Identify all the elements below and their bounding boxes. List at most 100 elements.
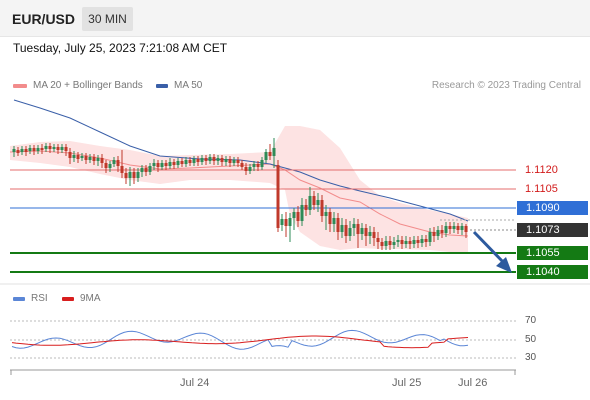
- x-tick-jul25: Jul 25: [392, 377, 422, 389]
- candle-body: [164, 163, 168, 166]
- candle-body: [204, 158, 208, 161]
- candle-body: [224, 159, 228, 162]
- candle-body: [188, 160, 192, 163]
- research-credit: Research © 2023 Trading Central: [431, 80, 581, 91]
- symbol-title: EUR/USD: [12, 11, 76, 27]
- candle-body: [104, 163, 108, 168]
- candle-body: [340, 225, 344, 232]
- candle-body: [368, 232, 372, 236]
- candle-body: [276, 165, 280, 228]
- candle-body: [56, 147, 60, 150]
- candle-body: [172, 162, 176, 165]
- candle-body: [112, 160, 116, 164]
- candle-body: [292, 212, 296, 218]
- candle-body: [144, 168, 148, 172]
- legend-ma50-label: MA 50: [174, 80, 203, 91]
- candle-body: [128, 172, 132, 178]
- candle-body: [424, 239, 428, 242]
- candle-body: [252, 164, 256, 167]
- candle-body: [308, 196, 312, 210]
- candle-body: [92, 157, 96, 161]
- rsi-ma-line: [11, 335, 469, 349]
- candle-body: [288, 218, 292, 226]
- candle-body: [440, 230, 444, 233]
- candle-body: [312, 196, 316, 205]
- candle-body: [392, 242, 396, 245]
- candle-body: [380, 242, 384, 246]
- forecast-arrow: [472, 230, 507, 266]
- ma50-swatch: [156, 83, 168, 88]
- candle-body: [100, 158, 104, 163]
- candle-body: [200, 158, 204, 162]
- candle-body: [152, 163, 156, 166]
- x-tick-jul24: Jul 24: [180, 377, 210, 389]
- candle-body: [364, 228, 368, 236]
- candle-body: [360, 228, 364, 234]
- rsi-axis-50: 50: [525, 334, 537, 345]
- candlestick-series: [12, 138, 468, 250]
- candle-body: [40, 148, 44, 150]
- candle-body: [108, 164, 112, 168]
- candle-body: [68, 152, 72, 158]
- rsi-axis-70: 70: [525, 315, 537, 326]
- candle-body: [160, 163, 164, 167]
- candle-body: [196, 159, 200, 162]
- candle-body: [432, 232, 436, 236]
- candle-body: [116, 160, 120, 166]
- candle-body: [28, 148, 32, 151]
- support-tag-2: 1.1040: [517, 265, 588, 279]
- candle-body: [264, 152, 268, 160]
- candle-body: [120, 166, 124, 173]
- chart-header: EUR/USD 30 MIN: [0, 0, 590, 37]
- legend-ma20: MA 20 + Bollinger Bands: [13, 80, 143, 91]
- candle-body: [256, 164, 260, 167]
- candle-body: [300, 205, 304, 221]
- candle-body: [420, 239, 424, 243]
- candle-body: [48, 146, 52, 149]
- candle-body: [336, 218, 340, 232]
- legend-rsi-ma-label: 9MA: [80, 293, 101, 304]
- candle-body: [408, 241, 412, 244]
- candle-body: [456, 226, 460, 230]
- candle-body: [452, 226, 456, 229]
- rsi-line: [11, 329, 469, 350]
- candle-body: [176, 161, 180, 165]
- candle-body: [352, 224, 356, 228]
- candle-body: [332, 218, 336, 224]
- candle-body: [244, 167, 248, 171]
- candle-body: [168, 162, 172, 166]
- candle-body: [216, 158, 220, 161]
- candle-body: [272, 148, 276, 156]
- interval-button[interactable]: 30 MIN: [82, 7, 133, 31]
- bollinger-band: [10, 126, 468, 254]
- candle-body: [320, 200, 324, 216]
- x-tick-jul26: Jul 26: [458, 377, 488, 389]
- candle-body: [52, 147, 56, 149]
- candle-body: [180, 161, 184, 164]
- ma20-swatch: [13, 83, 27, 88]
- candle-body: [24, 149, 28, 152]
- candle-body: [148, 166, 152, 172]
- candle-body: [436, 230, 440, 236]
- legend-ma50: MA 50: [156, 80, 202, 91]
- candle-body: [64, 147, 68, 151]
- candle-body: [396, 240, 400, 242]
- candle-body: [228, 159, 232, 163]
- candle-body: [304, 205, 308, 210]
- candle-body: [348, 228, 352, 236]
- candle-body: [268, 152, 272, 156]
- candle-body: [260, 160, 264, 167]
- candle-body: [88, 157, 92, 160]
- candle-body: [296, 212, 300, 221]
- legend-rsi: RSI: [13, 293, 48, 304]
- candle-body: [20, 149, 24, 152]
- candle-body: [460, 226, 464, 230]
- candle-body: [284, 219, 288, 226]
- candle-body: [96, 158, 100, 161]
- pivot-tag: 1.1090: [517, 201, 588, 215]
- candle-body: [248, 167, 252, 171]
- candle-body: [412, 240, 416, 244]
- forecast-arrowhead: [496, 257, 512, 273]
- candle-body: [404, 241, 408, 244]
